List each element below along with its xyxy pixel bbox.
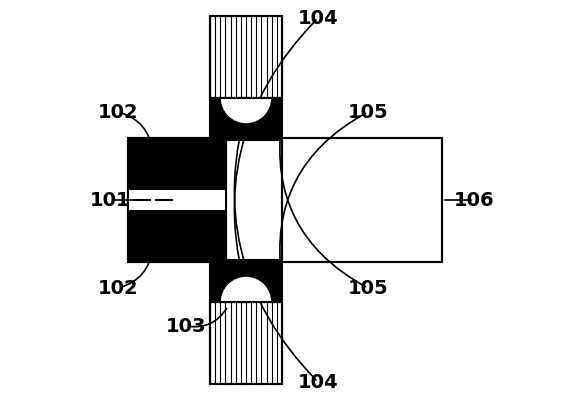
Text: 105: 105	[348, 278, 388, 298]
Bar	[282, 138, 442, 262]
Text: 104: 104	[298, 372, 338, 392]
Text: 102: 102	[98, 278, 138, 298]
Text: 101: 101	[90, 190, 130, 210]
Text: 104: 104	[298, 8, 338, 28]
Text: 102: 102	[98, 102, 138, 122]
Bar	[128, 138, 226, 262]
Bar	[210, 16, 282, 98]
Wedge shape	[220, 276, 272, 302]
Bar	[210, 98, 282, 140]
Bar	[210, 16, 282, 98]
Bar	[210, 302, 282, 384]
Bar	[210, 260, 282, 302]
Bar	[210, 302, 282, 384]
Text: 105: 105	[348, 102, 388, 122]
Bar	[128, 138, 226, 262]
Wedge shape	[220, 98, 272, 124]
Text: 103: 103	[166, 316, 206, 336]
Bar	[282, 138, 442, 262]
Text: 106: 106	[454, 190, 494, 210]
Bar	[128, 190, 226, 210]
